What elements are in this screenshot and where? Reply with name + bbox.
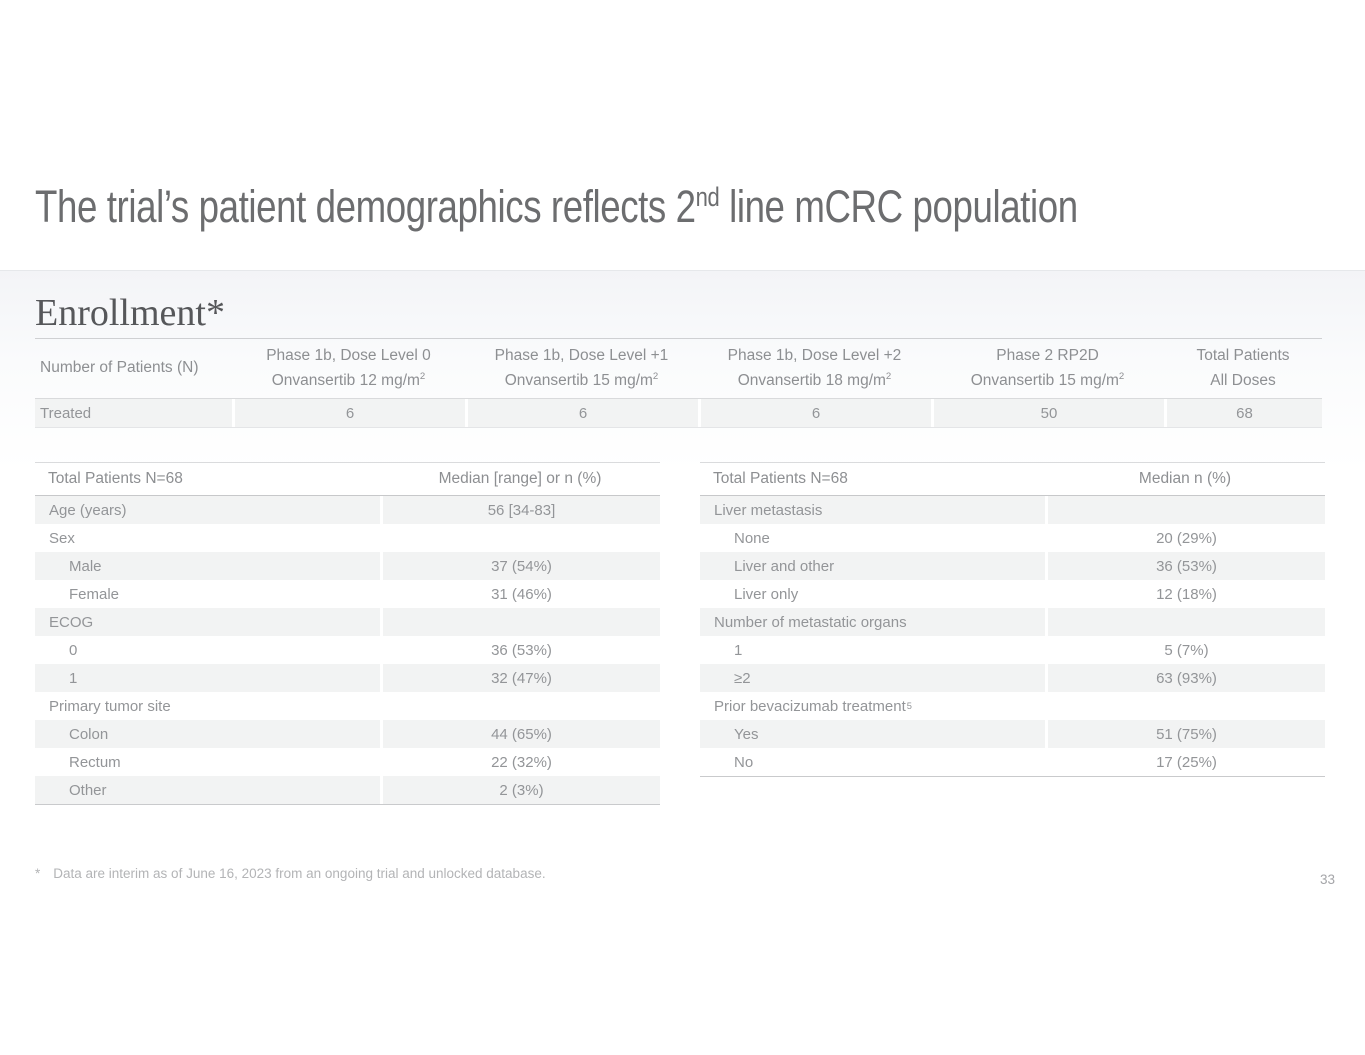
row-value: 2 (3%) [380, 776, 660, 804]
table-row: ≥2 63 (93%) [700, 664, 1325, 692]
table-body: Age (years) 56 [34-83] Sex Male 37 (54%)… [35, 496, 660, 805]
row-label: 1 [734, 641, 743, 659]
table-row: 1 5 (7%) [700, 636, 1325, 664]
treated-value-dose1: 6 [465, 399, 698, 427]
row-label: Liver metastasis [700, 496, 1045, 524]
row-value: 37 (54%) [380, 552, 660, 580]
enrollment-header-patients: Number of Patients (N) [40, 359, 199, 377]
row-value: 51 (75%) [1045, 720, 1325, 748]
row-label: Rectum [69, 753, 121, 771]
table-row: Age (years) 56 [34-83] [35, 496, 660, 524]
enrollment-table: Number of Patients (N) Phase 1b, Dose Le… [35, 338, 1322, 428]
row-value: 12 (18%) [1156, 585, 1217, 603]
row-label: Sex [49, 529, 75, 547]
table-row: Rectum 22 (32%) [35, 748, 660, 776]
row-label: Colon [35, 720, 380, 748]
row-value: 17 (25%) [1156, 753, 1217, 771]
row-label: Other [35, 776, 380, 804]
page-title-text: The trial’s patient demographics reflect… [35, 181, 696, 232]
table-row: Sex [35, 524, 660, 552]
table-row: Primary tumor site [35, 692, 660, 720]
enrollment-treated-row: Treated 6 6 6 50 68 [35, 399, 1322, 428]
table-row: Liver only 12 (18%) [700, 580, 1325, 608]
row-label: Male [35, 552, 380, 580]
treated-value-total: 68 [1164, 399, 1322, 427]
demographics-table-left: Total Patients N=68 Median [range] or n … [35, 462, 660, 805]
page-title-superscript: nd [695, 182, 720, 212]
demographics-table-right: Total Patients N=68 Median n (%) Liver m… [700, 462, 1325, 777]
enrollment-header-col-1: Phase 1b, Dose Level 0 Onvansertib 12 mg/… [266, 347, 431, 389]
row-label: Number of metastatic organs [700, 608, 1045, 636]
table-row: Colon 44 (65%) [35, 720, 660, 748]
page-number: 33 [1319, 872, 1335, 887]
table-row: Number of metastatic organs [700, 608, 1325, 636]
page-title-text-tail: line mCRC population [719, 181, 1078, 232]
row-label: Primary tumor site [49, 697, 171, 715]
table-row: Other 2 (3%) [35, 776, 660, 804]
header-total-patients: Total Patients N=68 [713, 470, 848, 487]
row-label: Liver only [734, 585, 799, 603]
row-label: Prior bevacizumab treatment 5 [714, 697, 912, 715]
enrollment-header-col-2: Phase 1b, Dose Level +1 Onvansertib 15 mg… [494, 347, 669, 389]
row-label: Liver and other [700, 552, 1045, 580]
header-total-patients: Total Patients N=68 [48, 470, 183, 487]
row-label: ≥2 [700, 664, 1045, 692]
footnote-text: Data are interim as of June 16, 2023 fro… [53, 866, 546, 881]
table-row: Prior bevacizumab treatment 5 [700, 692, 1325, 720]
footnote-marker: * [35, 866, 41, 881]
table-header-row: Total Patients N=68 Median [range] or n … [35, 462, 660, 496]
row-value [380, 524, 660, 552]
row-value [1045, 692, 1325, 720]
row-value: 32 (47%) [380, 664, 660, 692]
treated-value-dose0: 6 [232, 399, 465, 427]
row-value [380, 608, 660, 636]
page-title: The trial’s patient demographics reflect… [35, 181, 1078, 233]
footnote: * Data are interim as of June 16, 2023 f… [35, 866, 546, 881]
enrollment-header-col-5: Total Patients All Doses [1196, 347, 1290, 389]
row-value: 31 (46%) [491, 585, 552, 603]
enrollment-header-col-3: Phase 1b, Dose Level +2 Onvansertib 18 mg… [727, 347, 902, 389]
row-value [1045, 608, 1325, 636]
table-row: None 20 (29%) [700, 524, 1325, 552]
treated-row-label: Treated [35, 399, 232, 427]
table-row: Liver metastasis [700, 496, 1325, 524]
row-label: 0 [69, 641, 78, 659]
row-value: 36 (53%) [1045, 552, 1325, 580]
row-value: 44 (65%) [380, 720, 660, 748]
treated-value-rp2d: 50 [931, 399, 1164, 427]
header-median-pct: Median n (%) [1138, 470, 1232, 487]
row-label: Yes [700, 720, 1045, 748]
table-row: Female 31 (46%) [35, 580, 660, 608]
header-median-range: Median [range] or n (%) [438, 470, 602, 487]
enrollment-header-col-4: Phase 2 RP2D Onvansertib 15 mg/m2 [970, 347, 1125, 389]
table-body: Liver metastasis None 20 (29%) Liver and… [700, 496, 1325, 777]
row-label: 1 [35, 664, 380, 692]
row-value: 36 (53%) [491, 641, 552, 659]
table-row: Liver and other 36 (53%) [700, 552, 1325, 580]
row-label: Female [69, 585, 120, 603]
row-value [1045, 496, 1325, 524]
enrollment-table-header-row: Number of Patients (N) Phase 1b, Dose Le… [35, 339, 1322, 399]
row-value: 5 (7%) [1164, 641, 1209, 659]
table-row: 1 32 (47%) [35, 664, 660, 692]
table-row: Yes 51 (75%) [700, 720, 1325, 748]
row-value [380, 692, 660, 720]
treated-value-dose2: 6 [698, 399, 931, 427]
row-label: No [734, 753, 754, 771]
table-row: 0 36 (53%) [35, 636, 660, 664]
row-value: 56 [34-83] [380, 496, 660, 524]
row-value: 22 (32%) [491, 753, 552, 771]
table-row: ECOG [35, 608, 660, 636]
table-header-row: Total Patients N=68 Median n (%) [700, 462, 1325, 496]
table-row: Male 37 (54%) [35, 552, 660, 580]
section-heading-enrollment: Enrollment* [35, 292, 225, 334]
row-label: Age (years) [35, 496, 380, 524]
row-value: 63 (93%) [1045, 664, 1325, 692]
row-value: 20 (29%) [1156, 529, 1217, 547]
row-label: ECOG [35, 608, 380, 636]
table-row: No 17 (25%) [700, 748, 1325, 776]
row-label: None [734, 529, 770, 547]
